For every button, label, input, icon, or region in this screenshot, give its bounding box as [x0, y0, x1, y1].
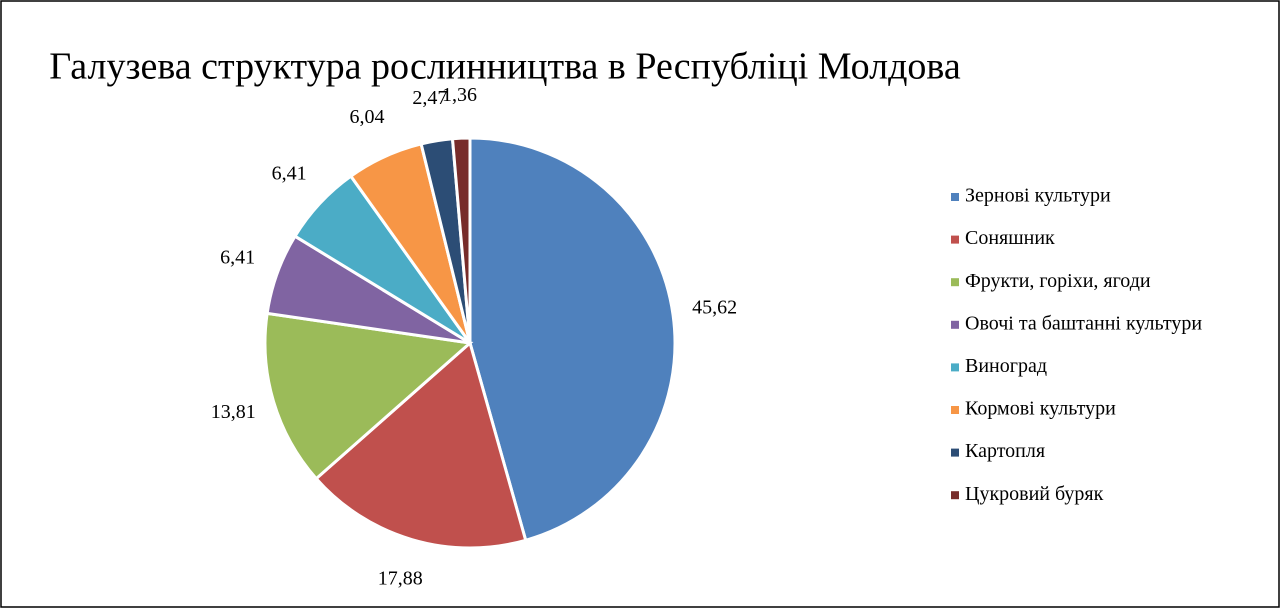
legend-label: Кормові культури — [965, 398, 1116, 420]
legend-swatch — [951, 363, 959, 372]
legend-label: Овочі та баштанні культури — [965, 312, 1202, 334]
legend-label: Виноград — [965, 355, 1047, 377]
legend-swatch — [951, 278, 959, 287]
data-label: 45,62 — [692, 297, 737, 319]
data-label: 6,04 — [349, 106, 384, 128]
legend-swatch — [951, 491, 959, 500]
chart-title: Галузева структура рослинництва в Респуб… — [49, 46, 961, 88]
pie-slice — [450, 136, 472, 344]
data-label: 2,47 — [412, 87, 447, 109]
legend-label: Картопля — [965, 440, 1045, 462]
legend-label: Фрукти, горіхи, ягоди — [965, 270, 1151, 292]
legend-swatch — [951, 320, 959, 329]
pie-slice — [314, 340, 528, 550]
data-label: 6,41 — [220, 247, 255, 269]
data-label: 1,36 — [442, 84, 477, 106]
legend-swatch — [951, 193, 959, 201]
data-label: 17,88 — [378, 568, 423, 590]
pie-slice — [263, 311, 474, 481]
legend-label: Цукровий буряк — [965, 483, 1104, 505]
legend-swatch — [951, 448, 959, 457]
legend-label: Соняшник — [965, 227, 1055, 249]
legend-swatch — [951, 406, 959, 414]
data-label: 13,81 — [211, 401, 256, 423]
data-label: 6,41 — [272, 162, 307, 184]
pie-slice — [468, 136, 677, 543]
legend-swatch — [951, 235, 959, 244]
legend-label: Зернові культури — [965, 185, 1111, 207]
